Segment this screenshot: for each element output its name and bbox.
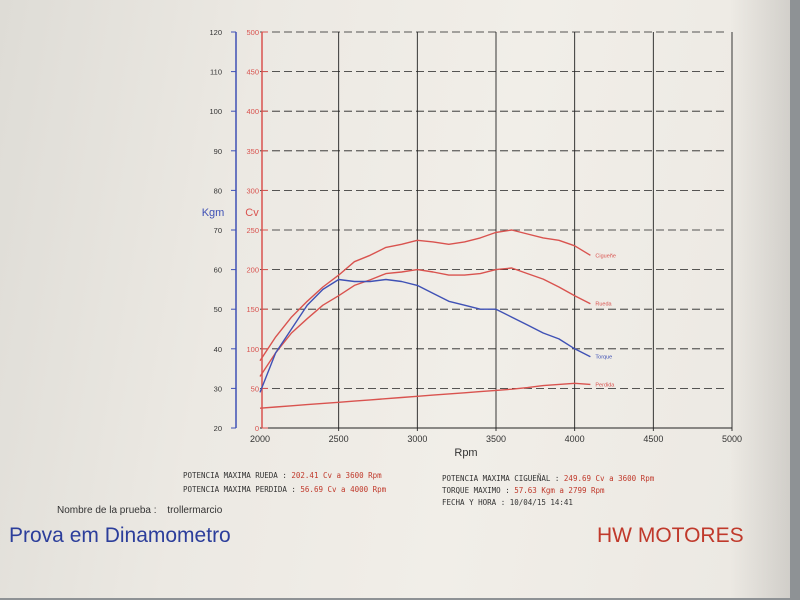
pot-ciguenal-line: POTENCIA MAXIMA CIGUEÑAL : 249.69 Cv a 3…	[442, 474, 654, 483]
x-tick-label: 5000	[722, 434, 742, 444]
pot-perdida-value: 56.69 Cv a 4000 Rpm	[300, 485, 387, 494]
power-tick-label: 0	[255, 424, 259, 433]
power-tick-label: 100	[246, 345, 259, 354]
pot-rueda-line: POTENCIA MAXIMA RUEDA : 202.41 Cv a 3600…	[183, 471, 382, 480]
pot-rueda-label: POTENCIA MAXIMA RUEDA :	[183, 471, 287, 480]
x-tick-label: 3500	[486, 434, 506, 444]
power-tick-label: 300	[246, 186, 259, 195]
x-tick-label: 3000	[407, 434, 427, 444]
fecha-line: FECHA Y HORA : 10/04/15 14:41	[442, 498, 573, 507]
series-line-rueda	[259, 267, 591, 377]
series-label: Cigueñe	[595, 253, 616, 259]
power-axis-label: Cv	[245, 207, 259, 219]
series-line-ciguee	[259, 229, 591, 362]
power-tick-label: 150	[246, 305, 259, 314]
series-label: Perdida	[595, 382, 615, 388]
pot-perdida-line: POTENCIA MAXIMA PERDIDA : 56.69 Cv a 400…	[183, 485, 386, 494]
power-tick-label: 500	[246, 28, 259, 37]
power-tick-label: 50	[251, 384, 259, 393]
pot-rueda-value: 202.41 Cv a 3600 Rpm	[291, 471, 382, 480]
page-title: Prova em Dinamometro	[9, 524, 231, 547]
paper-shadow	[730, 0, 790, 598]
torque-tick-label: 40	[214, 345, 222, 354]
torque-tick-label: 70	[214, 226, 222, 235]
test-name-label: Nombre de la prueba :	[57, 505, 157, 516]
series-line-torque	[259, 278, 591, 393]
power-tick-label: 350	[246, 147, 259, 156]
test-name-value: trollermarcio	[167, 505, 223, 516]
torque-tick-label: 30	[214, 384, 222, 393]
fecha-label: FECHA Y HORA :	[442, 498, 506, 507]
brand-logo: HW MOTORES	[597, 524, 744, 547]
power-tick-label: 250	[246, 226, 259, 235]
torque-tick-label: 20	[214, 424, 222, 433]
power-tick-label: 450	[246, 68, 259, 77]
torque-tick-label: 50	[214, 305, 222, 314]
series-label: Rueda	[595, 302, 612, 308]
x-tick-label: 2000	[250, 434, 270, 444]
pot-ciguenal-label: POTENCIA MAXIMA CIGUEÑAL :	[442, 474, 560, 483]
x-tick-label: 4500	[643, 434, 663, 444]
test-name-line: Nombre de la prueba : trollermarcio	[57, 505, 230, 516]
torque-tick-label: 120	[209, 28, 222, 37]
pot-ciguenal-value: 249.69 Cv a 3600 Rpm	[563, 474, 655, 483]
x-axis-label: Rpm	[454, 447, 477, 459]
torque-tick-label: 100	[209, 107, 222, 116]
series-line-perdida	[259, 382, 591, 409]
torque-axis-label: Kgm	[202, 207, 225, 219]
torque-tick-label: 110	[210, 68, 222, 77]
torque-tick-label: 80	[214, 186, 222, 195]
torque-max-value: 57.63 Kgm a 2799 Rpm	[514, 486, 605, 495]
series-label: Torque	[595, 355, 612, 361]
torque-max-label: TORQUE MAXIMO :	[442, 486, 510, 495]
torque-tick-label: 60	[214, 266, 222, 275]
x-tick-label: 2500	[329, 434, 349, 444]
torque-max-line: TORQUE MAXIMO : 57.63 Kgm a 2799 Rpm	[442, 486, 605, 495]
x-tick-label: 4000	[565, 434, 585, 444]
power-tick-label: 200	[246, 266, 259, 275]
pot-perdida-label: POTENCIA MAXIMA PERDIDA :	[183, 485, 296, 494]
power-tick-label: 400	[246, 107, 259, 116]
torque-tick-label: 90	[214, 147, 222, 156]
fecha-value: 10/04/15 14:41	[509, 498, 573, 507]
